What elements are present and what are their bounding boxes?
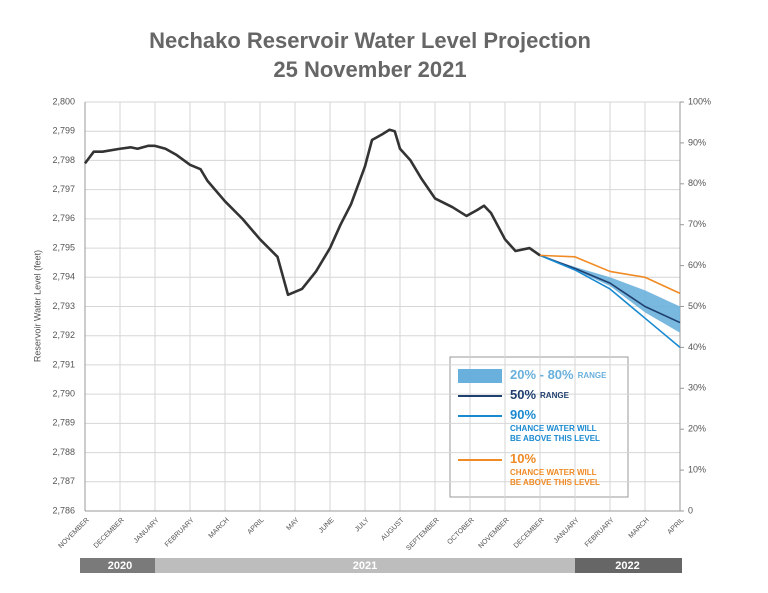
y2-tick-label: 50% [688, 301, 706, 311]
legend-desc-line: CHANCE WATER WILL [510, 424, 597, 433]
year-band [575, 558, 682, 573]
year-label: 2021 [353, 560, 377, 572]
y-tick-label: 2,799 [52, 126, 75, 136]
y-tick-label: 2,787 [52, 476, 75, 486]
y2-tick-label: 10% [688, 464, 706, 474]
legend-desc-line: CHANCE WATER WILL [510, 468, 597, 477]
projection-line [539, 254, 681, 324]
legend-label: 50% RANGE [510, 387, 570, 402]
y2-tick-label: 0 [688, 505, 693, 515]
y2-tick-label: 100% [688, 96, 711, 106]
y2-tick-label: 80% [688, 178, 706, 188]
x-tick-label: JANUARY [133, 517, 161, 545]
y-tick-label: 2,786 [52, 505, 75, 515]
year-label: 2022 [615, 560, 639, 572]
x-tick-label: MARCH [208, 517, 231, 540]
legend-desc: CHANCE WATER WILL BE ABOVE THIS LEVEL [510, 468, 600, 487]
x-tick-label: APRIL [246, 517, 265, 536]
legend-name: 20% - 80% [510, 367, 574, 382]
y-tick-label: 2,793 [52, 301, 75, 311]
y-tick-label: 2,797 [52, 184, 75, 194]
y2-tick-label: 60% [688, 260, 706, 270]
y2-tick-label: 70% [688, 219, 706, 229]
range-band [540, 255, 680, 333]
x-tick-label: JUNE [318, 517, 336, 535]
y-tick-label: 2,796 [52, 213, 75, 223]
y2-tick-label: 90% [688, 137, 706, 147]
legend-desc-line: BE ABOVE THIS LEVEL [510, 434, 600, 443]
x-tick-label: JULY [354, 517, 371, 534]
y-tick-label: 2,792 [52, 330, 75, 340]
y-tick-label: 2,790 [52, 389, 75, 399]
y-tick-label: 2,795 [52, 242, 75, 252]
x-tick-label: AUGUST [380, 516, 406, 542]
y-tick-label: 2,791 [52, 359, 75, 369]
x-tick-label: OCTOBER [446, 517, 475, 546]
x-tick-label: DECEMBER [513, 517, 546, 550]
legend-desc: RANGE [578, 371, 608, 380]
x-tick-label: SEPTEMBER [405, 517, 440, 552]
projection-line [539, 254, 681, 349]
y2-tick-label: 40% [688, 342, 706, 352]
legend-name: 90% [510, 407, 536, 422]
legend-name: 50% [510, 387, 536, 402]
x-tick-label: NOVEMBER [477, 517, 510, 550]
y-tick-label: 2,800 [52, 96, 75, 106]
history-line [83, 128, 541, 297]
legend-label: 10% [510, 451, 536, 466]
chart-title: Nechako Reservoir Water Level Projection [149, 28, 591, 53]
x-tick-label: FEBRUARY [584, 517, 616, 549]
legend-label: 20% - 80% RANGE [510, 367, 607, 382]
legend-swatch [458, 369, 502, 383]
y-tick-label: 2,794 [52, 272, 75, 282]
year-band [80, 558, 155, 573]
year-label: 2020 [108, 560, 132, 572]
projection-line [539, 254, 681, 295]
y-tick-label: 2,798 [52, 155, 75, 165]
x-tick-label: APRIL [666, 517, 685, 536]
x-tick-label: FEBRUARY [164, 517, 196, 549]
y2-tick-label: 20% [688, 424, 706, 434]
chart-subtitle: 25 November 2021 [273, 57, 466, 82]
legend-desc: CHANCE WATER WILL BE ABOVE THIS LEVEL [510, 424, 600, 443]
legend-name: 10% [510, 451, 536, 466]
y-tick-label: 2,788 [52, 447, 75, 457]
legend-desc: RANGE [540, 391, 570, 400]
y2-tick-label: 30% [688, 383, 706, 393]
legend-desc-line: BE ABOVE THIS LEVEL [510, 478, 600, 487]
x-tick-label: DECEMBER [93, 517, 126, 550]
x-tick-label: MARCH [628, 517, 651, 540]
x-tick-label: NOVEMBER [57, 517, 90, 550]
legend-label: 90% [510, 407, 536, 422]
x-tick-label: JANUARY [553, 517, 581, 545]
y-tick-label: 2,789 [52, 418, 75, 428]
y-axis-label: Reservoir Water Level (feet) [32, 250, 42, 362]
year-band [155, 558, 575, 573]
x-tick-label: MAY [285, 517, 301, 533]
